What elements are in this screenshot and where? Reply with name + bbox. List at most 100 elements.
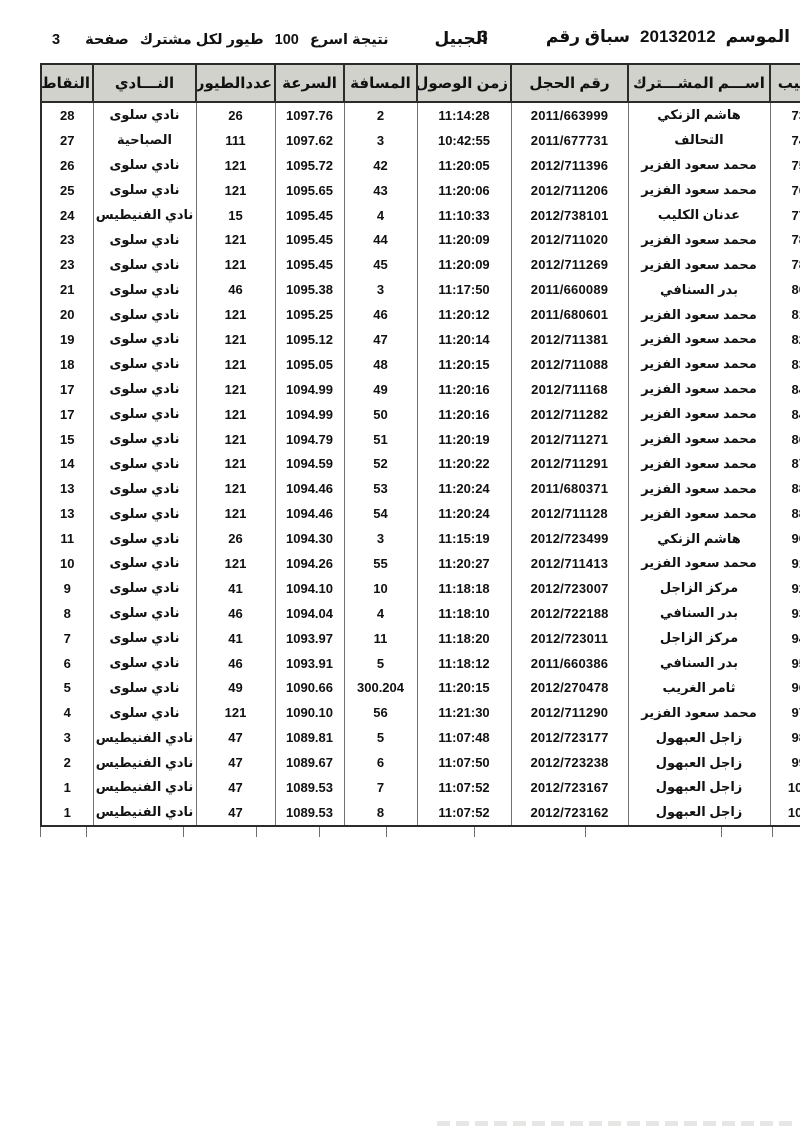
cell-points: 18 (40, 351, 94, 377)
cell-club: نادي سلوى (92, 451, 197, 477)
cell-speed: 1095.45 (274, 202, 345, 228)
cell-speed: 1097.76 (274, 102, 345, 128)
cell-club: نادي الفنيطيس (92, 202, 197, 228)
cell-distance: 48 (343, 351, 418, 377)
cell-pigeons: 46 (195, 600, 276, 626)
cell-arrival: 11:20:24 (416, 476, 512, 502)
cell-points: 15 (40, 426, 94, 452)
cell-pigeons: 46 (195, 277, 276, 303)
cell-name: ثامر الغريب (627, 675, 771, 701)
cell-ring: 2011/680601 (510, 302, 629, 328)
cell-club: نادي سلوى (92, 625, 197, 651)
cell-rank: 77 (769, 202, 800, 228)
cell-speed: 1094.99 (274, 376, 345, 402)
cell-arrival: 11:20:15 (416, 675, 512, 701)
cell-speed: 1090.10 (274, 700, 345, 726)
cell-pigeons: 121 (195, 426, 276, 452)
table-row: 73هاشم الزنكي2011/66399911:14:2821097.76… (40, 102, 800, 128)
cell-rank: 91 (769, 551, 800, 576)
cell-arrival: 11:20:15 (416, 351, 512, 377)
column-header-rank: ترتيب (769, 63, 800, 103)
result-page-title: نتيجة اسرع 100 طيور لكل مشترك صفحة 3 (52, 32, 389, 48)
cell-name: التحالف (627, 127, 771, 153)
table-column-tick (585, 827, 586, 837)
cell-arrival: 11:20:06 (416, 177, 512, 203)
cell-ring: 2011/660089 (510, 277, 629, 303)
table-row: 100زاجل العبهول2012/72316711:07:5271089.… (40, 775, 800, 800)
race-location: الجبيل (434, 29, 488, 48)
cell-name: محمد سعود الفزير (627, 376, 771, 402)
cell-pigeons: 41 (195, 575, 276, 601)
cell-pigeons: 111 (195, 127, 276, 153)
table-column-tick (86, 827, 87, 837)
cell-arrival: 11:18:20 (416, 625, 512, 651)
table-column-tick (386, 827, 387, 837)
cell-name: محمد سعود الفزير (627, 451, 771, 477)
table-row: 91محمد سعود الفزير2012/71141311:20:27551… (40, 551, 800, 576)
cell-club: نادي سلوى (92, 152, 197, 178)
table-row: 76محمد سعود الفزير2012/71120611:20:06431… (40, 177, 800, 203)
cell-ring: 2011/663999 (510, 102, 629, 128)
column-header-pigeons: عددالطيور (195, 63, 276, 103)
cell-rank: 90 (769, 526, 800, 552)
cell-points: 4 (40, 700, 94, 726)
cell-name: محمد سعود الفزير (627, 426, 771, 452)
cell-speed: 1094.99 (274, 401, 345, 427)
cell-arrival: 10:42:55 (416, 127, 512, 153)
cell-name: محمد سعود الفزير (627, 227, 771, 253)
table-column-tick (474, 827, 475, 837)
column-header-name: اســـم المشـــترك (627, 63, 771, 103)
cell-ring: 2012/723007 (510, 575, 629, 601)
cell-club: نادي الفنيطيس (92, 725, 197, 751)
cell-rank: 92 (769, 575, 800, 601)
cell-rank: 82 (769, 327, 800, 352)
cell-points: 23 (40, 227, 94, 253)
table-row: 100زاجل العبهول2012/72316211:07:5281089.… (40, 799, 800, 826)
cell-rank: 83 (769, 351, 800, 377)
cell-name: هاشم الزنكي (627, 102, 771, 128)
cell-distance: 8 (343, 799, 418, 826)
cell-distance: 5 (343, 725, 418, 751)
table-row: 75محمد سعود الفزير2012/71139611:20:05421… (40, 152, 800, 178)
cell-ring: 2012/711290 (510, 700, 629, 726)
cell-distance: 300.204 (343, 675, 418, 701)
cell-rank: 97 (769, 700, 800, 726)
cell-points: 21 (40, 277, 94, 303)
cell-speed: 1095.38 (274, 277, 345, 303)
cell-ring: 2011/680371 (510, 476, 629, 502)
cell-rank: 98 (769, 725, 800, 751)
cell-rank: 80 (769, 277, 800, 303)
cell-distance: 52 (343, 451, 418, 477)
cell-name: زاجل العبهول (627, 750, 771, 776)
cell-speed: 1089.67 (274, 750, 345, 776)
cell-pigeons: 49 (195, 675, 276, 701)
cell-arrival: 11:14:28 (416, 102, 512, 128)
cell-ring: 2012/723499 (510, 526, 629, 552)
cell-arrival: 11:18:12 (416, 650, 512, 676)
cell-points: 25 (40, 177, 94, 203)
cell-name: محمد سعود الفزير (627, 476, 771, 502)
table-row: 93بدر السنافي2012/72218811:18:1041094.04… (40, 600, 800, 626)
cell-distance: 3 (343, 277, 418, 303)
cell-rank: 81 (769, 302, 800, 328)
cell-speed: 1094.59 (274, 451, 345, 477)
cell-distance: 45 (343, 252, 418, 278)
cell-name: محمد سعود الفزير (627, 302, 771, 328)
cell-rank: 74 (769, 127, 800, 153)
cell-rank: 95 (769, 650, 800, 676)
cell-pigeons: 15 (195, 202, 276, 228)
cell-arrival: 11:17:50 (416, 277, 512, 303)
column-header-club: النـــادي (92, 63, 197, 103)
cell-pigeons: 47 (195, 799, 276, 826)
cell-speed: 1097.62 (274, 127, 345, 153)
report-header: الموسم 20132012 سباق رقم 3 الجبيل نتيجة … (0, 27, 800, 57)
cell-points: 20 (40, 302, 94, 328)
table-column-tick (772, 827, 773, 837)
table-row: 74التحالف2011/67773110:42:5531097.62111ا… (40, 127, 800, 153)
cell-pigeons: 121 (195, 351, 276, 377)
cell-arrival: 11:21:30 (416, 700, 512, 726)
